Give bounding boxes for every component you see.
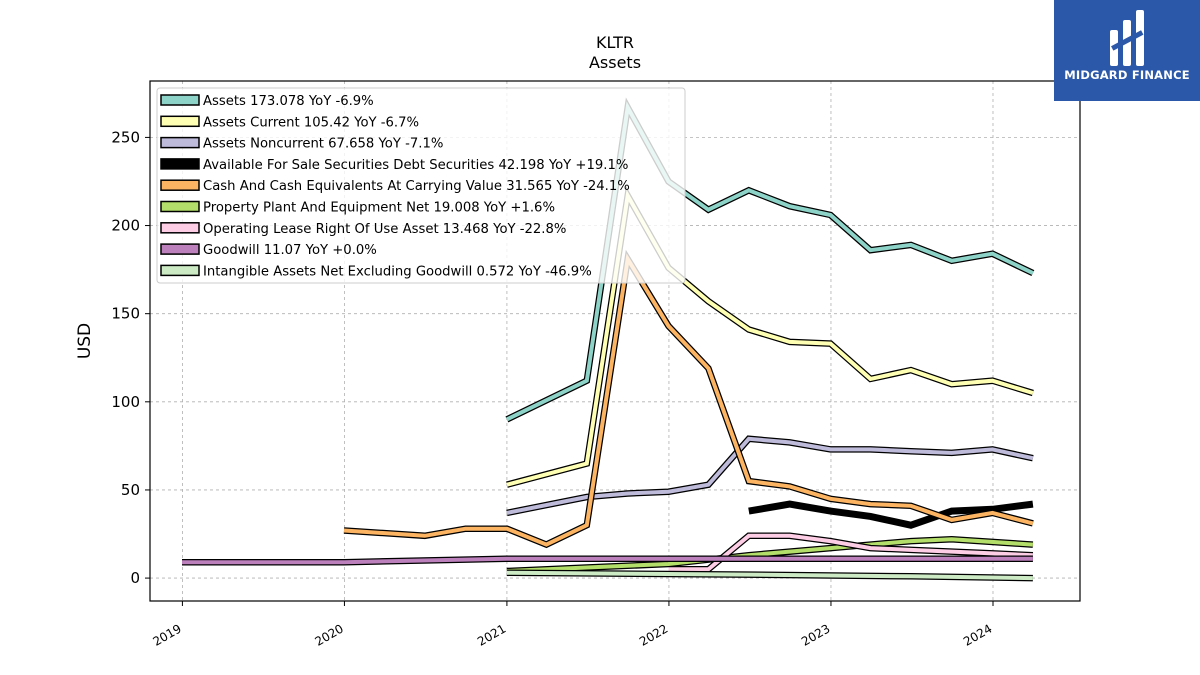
legend-swatch <box>160 179 200 191</box>
y-tick-label: 100 <box>111 393 140 411</box>
y-tick-label: 50 <box>121 481 140 499</box>
legend-swatch <box>160 136 200 149</box>
y-tick-label: 0 <box>130 569 140 587</box>
series-7 <box>182 555 1033 566</box>
legend-item: Property Plant And Equipment Net 19.008 … <box>160 200 555 216</box>
legend-label: Assets Noncurrent 67.658 YoY -7.1% <box>203 137 443 152</box>
series-2 <box>506 435 1034 517</box>
series-3 <box>748 500 1034 529</box>
legend: Assets 173.078 YoY -6.9% Assets Current 1… <box>156 87 686 284</box>
y-axis-label: USD <box>75 323 95 359</box>
legend-label: Intangible Assets Net Excluding Goodwill… <box>203 264 592 279</box>
series-line <box>668 533 1033 572</box>
y-tick-label: 200 <box>111 217 140 235</box>
legend-swatch <box>160 115 200 128</box>
series-line <box>506 537 1034 573</box>
series-line <box>182 556 1033 565</box>
legend-swatch <box>160 243 200 255</box>
legend-box <box>156 87 686 284</box>
series-5 <box>506 536 1034 575</box>
y-tick-label: 150 <box>111 305 140 323</box>
legend-label: Assets Current 105.42 YoY -6.7% <box>203 115 419 130</box>
x-tick-label: 2021 <box>475 621 508 648</box>
series-line <box>506 436 1034 515</box>
brand-mark-icon <box>1110 10 1144 66</box>
y-tick-label: 250 <box>111 128 140 146</box>
chart-title: KLTR <box>596 33 634 52</box>
series-line <box>343 253 1034 547</box>
legend-item: Intangible Assets Net Excluding Goodwill… <box>160 264 592 279</box>
legend-swatch <box>160 200 200 213</box>
legend-item: Available For Sale Securities Debt Secur… <box>160 158 628 173</box>
brand-name: MIDGARD FINANCE <box>1064 68 1190 82</box>
legend-swatch <box>160 158 200 170</box>
legend-label: Cash And Cash Equivalents At Carrying Va… <box>203 179 630 194</box>
x-tick-label: 2024 <box>961 621 994 648</box>
legend-swatch <box>160 222 200 234</box>
x-tick-label: 2022 <box>637 621 670 648</box>
legend-label: Assets 173.078 YoY -6.9% <box>203 94 374 109</box>
chart-subtitle: Assets <box>589 53 641 72</box>
legend-label: Goodwill 11.07 YoY +0.0% <box>203 243 377 258</box>
legend-label: Property Plant And Equipment Net 19.008 … <box>203 201 555 216</box>
legend-label: Operating Lease Right Of Use Asset 13.46… <box>203 222 566 237</box>
series-line-outline <box>343 249 1034 549</box>
legend-item: Assets Current 105.42 YoY -6.7% <box>160 115 419 130</box>
legend-swatch <box>160 94 200 106</box>
x-tick-label: 2020 <box>312 621 345 648</box>
series-line <box>748 500 1034 529</box>
series-8 <box>506 569 1033 582</box>
legend-item: Assets Noncurrent 67.658 YoY -7.1% <box>160 136 443 152</box>
legend-item: Operating Lease Right Of Use Asset 13.46… <box>160 222 566 237</box>
legend-label: Available For Sale Securities Debt Secur… <box>203 158 628 173</box>
series-6 <box>668 532 1034 573</box>
series-line <box>506 570 1033 581</box>
legend-item: Assets 173.078 YoY -6.9% <box>160 94 374 109</box>
plot-frame <box>149 80 1081 602</box>
legend-item: Goodwill 11.07 YoY +0.0% <box>160 243 377 258</box>
legend-item: Cash And Cash Equivalents At Carrying Va… <box>160 179 630 194</box>
x-tick-label: 2023 <box>799 621 832 648</box>
series-4 <box>343 249 1034 549</box>
x-tick-label: 2019 <box>150 621 183 648</box>
brand-logo: MIDGARD FINANCE <box>1054 0 1200 101</box>
legend-swatch <box>160 264 200 277</box>
